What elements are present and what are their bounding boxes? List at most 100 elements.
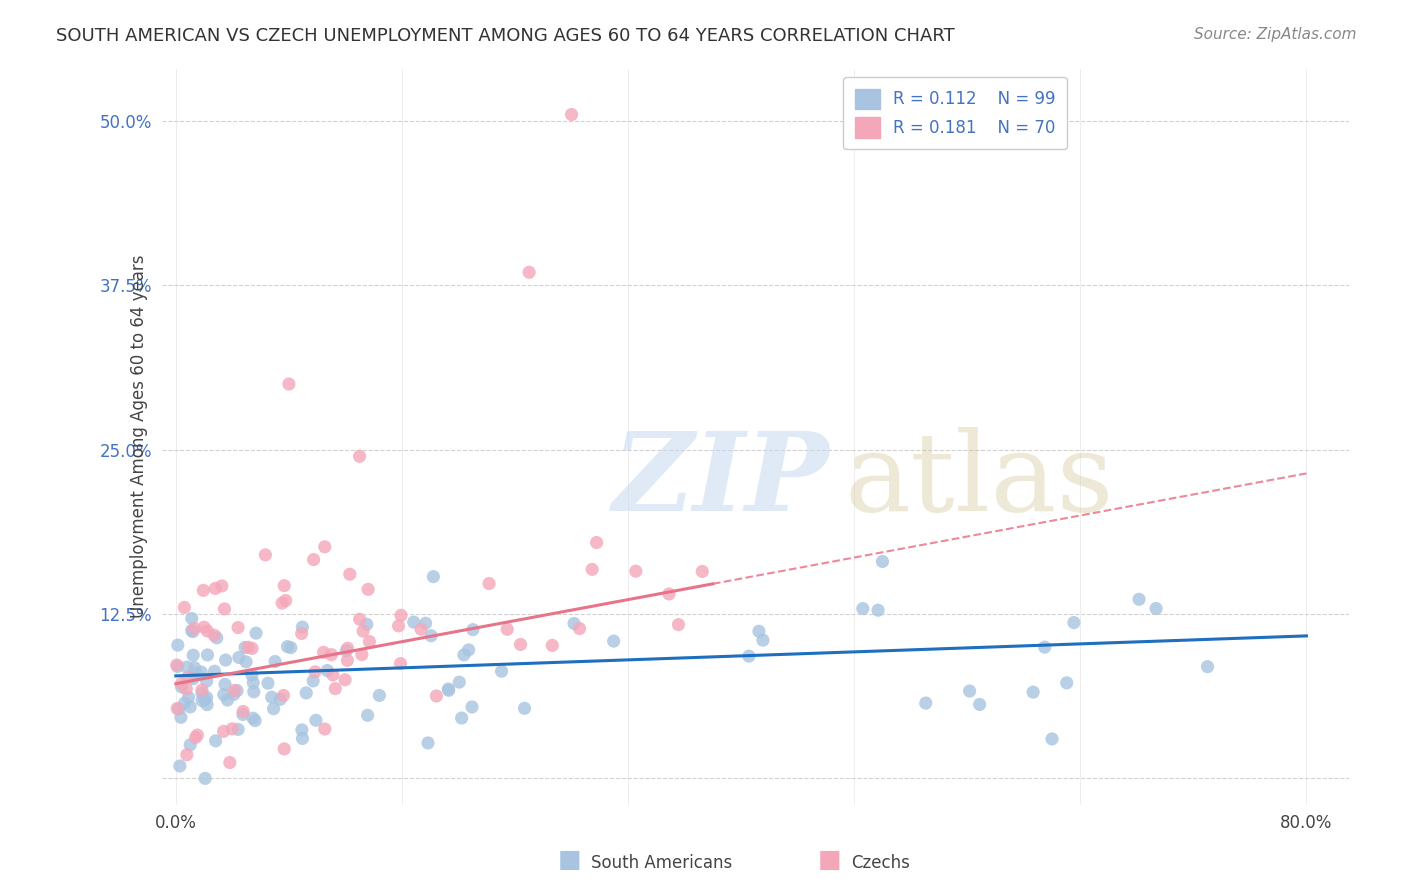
Point xyxy=(218,756,240,770)
Point xyxy=(180,611,202,625)
Point xyxy=(226,620,249,634)
Point xyxy=(177,670,200,684)
Point xyxy=(461,700,484,714)
Point xyxy=(450,711,472,725)
Point xyxy=(193,583,215,598)
Point xyxy=(273,689,295,703)
Point xyxy=(211,579,233,593)
Point xyxy=(212,724,235,739)
Point xyxy=(184,666,207,681)
Text: ZIP: ZIP xyxy=(613,427,830,534)
Point xyxy=(194,693,217,707)
Point xyxy=(277,377,299,392)
Point xyxy=(305,714,328,728)
Point xyxy=(517,265,540,279)
Text: Source: ZipAtlas.com: Source: ZipAtlas.com xyxy=(1194,27,1357,42)
Point xyxy=(243,714,266,728)
Point xyxy=(169,759,191,773)
Point xyxy=(425,689,447,703)
Point xyxy=(274,593,297,607)
Point xyxy=(194,772,217,786)
Point xyxy=(291,731,314,746)
Point xyxy=(190,665,212,679)
Point xyxy=(214,602,236,616)
Point xyxy=(350,648,373,662)
Point xyxy=(177,690,200,705)
Point xyxy=(402,615,425,629)
Point xyxy=(179,699,201,714)
Point xyxy=(276,640,298,654)
Point xyxy=(212,688,235,702)
Point xyxy=(195,674,218,689)
Point xyxy=(336,641,359,656)
Point xyxy=(197,624,219,638)
Point xyxy=(1144,601,1167,615)
Point xyxy=(752,633,775,648)
Point xyxy=(420,629,443,643)
Point xyxy=(226,683,249,698)
Point xyxy=(204,734,226,748)
Point xyxy=(166,638,188,652)
Point xyxy=(312,645,335,659)
Point xyxy=(416,736,439,750)
Point xyxy=(193,620,215,634)
Y-axis label: Unemployment Among Ages 60 to 64 years: Unemployment Among Ages 60 to 64 years xyxy=(129,255,148,618)
Point xyxy=(170,710,193,724)
Point xyxy=(257,676,280,690)
Point xyxy=(217,693,239,707)
Point xyxy=(260,690,283,705)
Point xyxy=(449,675,471,690)
Point xyxy=(176,681,198,696)
Point xyxy=(668,617,690,632)
Point xyxy=(304,665,326,679)
Point xyxy=(242,711,264,725)
Point xyxy=(176,747,198,762)
Point xyxy=(170,676,193,690)
Point xyxy=(357,582,380,597)
Point xyxy=(1128,592,1150,607)
Point xyxy=(273,742,295,756)
Point xyxy=(167,702,190,716)
Point xyxy=(1022,685,1045,699)
Point xyxy=(624,564,647,578)
Point xyxy=(191,686,214,700)
Point xyxy=(868,603,890,617)
Point xyxy=(291,626,314,640)
Point xyxy=(415,616,437,631)
Point xyxy=(254,548,277,562)
Point xyxy=(264,655,287,669)
Point xyxy=(658,587,681,601)
Point xyxy=(1197,659,1219,673)
Text: South Americans: South Americans xyxy=(591,855,731,872)
Point xyxy=(561,107,583,121)
Point xyxy=(214,653,236,667)
Point xyxy=(356,617,378,632)
Point xyxy=(321,648,343,662)
Point xyxy=(205,631,228,645)
Point xyxy=(204,665,226,679)
Point xyxy=(232,705,254,719)
Point xyxy=(280,640,302,655)
Point xyxy=(170,680,193,694)
Point xyxy=(166,659,188,673)
Point xyxy=(368,689,391,703)
Point xyxy=(242,675,264,690)
Point xyxy=(295,686,318,700)
Point xyxy=(302,552,325,566)
Point xyxy=(409,622,432,636)
Point xyxy=(496,622,519,636)
Point xyxy=(226,723,249,737)
Point xyxy=(240,668,263,682)
Point xyxy=(263,702,285,716)
Text: ■: ■ xyxy=(558,848,581,872)
Point xyxy=(181,672,204,686)
Point xyxy=(322,668,344,682)
Point xyxy=(316,664,339,678)
Point xyxy=(228,650,250,665)
Point xyxy=(233,640,256,655)
Point xyxy=(969,698,991,712)
Point xyxy=(457,643,479,657)
Point xyxy=(581,562,603,576)
Point xyxy=(453,648,475,662)
Point xyxy=(387,619,409,633)
